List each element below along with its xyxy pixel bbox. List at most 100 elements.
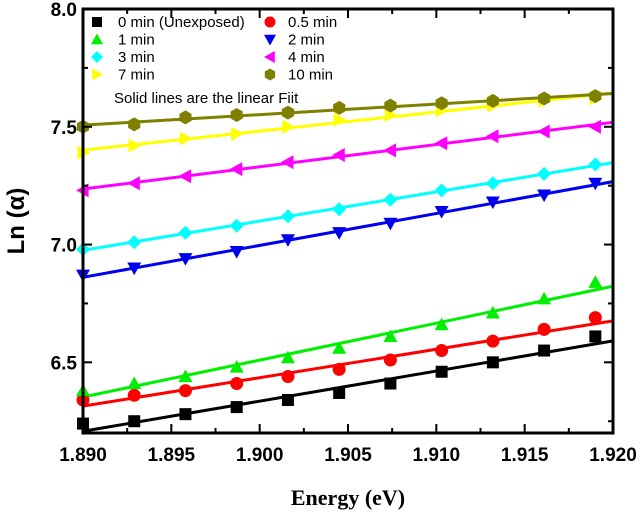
x-tick-label: 1.900 (236, 445, 284, 466)
data-point (435, 365, 448, 378)
data-point (127, 235, 142, 250)
fit-line (82, 339, 614, 433)
legend: 0 min (Unexposed) 0.5 min 1 min 2 min 3 min 4… (91, 14, 337, 84)
data-point (179, 131, 193, 146)
data-point (537, 124, 550, 139)
data-point (537, 166, 552, 181)
data-point (128, 415, 141, 428)
data-point (281, 394, 294, 407)
data-point (383, 217, 398, 231)
data-point (588, 157, 603, 172)
data-point (588, 275, 603, 288)
data-point (589, 89, 602, 104)
data-point (230, 377, 244, 391)
legend-marker (91, 33, 103, 45)
data-point (332, 148, 345, 163)
x-tick-label: 1.895 (148, 445, 196, 466)
legend-label: 7 min (118, 67, 155, 84)
data-point (434, 136, 448, 151)
data-point (280, 234, 295, 247)
data-points (76, 89, 603, 430)
data-point (282, 119, 295, 134)
x-tick-label: 1.915 (501, 445, 549, 466)
data-point (333, 386, 346, 399)
data-point (588, 119, 601, 134)
legend-marker (264, 68, 276, 81)
x-tick-label: 1.910 (413, 445, 461, 466)
data-point (434, 317, 449, 331)
data-point (229, 218, 244, 233)
data-point (434, 183, 449, 198)
data-point (333, 100, 346, 115)
data-point (537, 322, 551, 336)
data-point (435, 96, 448, 111)
axis-ticks: 1.890 1.895 1.900 1.905 1.910 1.915 1.920 6.5 7.… (51, 0, 637, 466)
legend-note: Solid lines are the linear Fiit (114, 90, 299, 107)
x-tick-label: 1.905 (324, 445, 372, 466)
data-point (127, 262, 142, 276)
fit-line (82, 120, 614, 191)
data-point (384, 98, 397, 113)
fit-line (82, 319, 614, 408)
data-point (229, 360, 244, 373)
data-point (383, 353, 397, 367)
data-point (588, 177, 603, 191)
y-axis-label: Ln (α) (3, 188, 30, 255)
fit-line (82, 284, 614, 399)
data-point (434, 205, 449, 219)
x-tick-label: 1.890 (59, 445, 107, 466)
data-point (333, 112, 347, 127)
y-tick-label: 7.5 (51, 118, 78, 139)
data-point (281, 369, 295, 383)
fit-line (82, 161, 614, 252)
data-point (178, 384, 192, 398)
legend-label: 10 min (288, 67, 333, 84)
data-point (383, 329, 398, 343)
data-point (128, 117, 141, 132)
legend-marker (264, 34, 276, 46)
data-point (537, 189, 552, 203)
data-point (435, 344, 449, 358)
legend-marker (264, 51, 275, 63)
data-point (485, 196, 500, 210)
y-tick-label: 6.5 (51, 353, 78, 374)
data-point (384, 108, 398, 122)
data-point (486, 356, 499, 369)
data-point (332, 227, 347, 240)
data-point (230, 108, 243, 122)
fit-line (82, 180, 614, 279)
data-point (486, 93, 499, 108)
data-point (588, 311, 602, 325)
legend-marker (264, 16, 276, 28)
y-tick-label: 7.0 (51, 236, 77, 257)
data-point (229, 246, 244, 259)
legend-marker (92, 17, 102, 27)
legend-label: 3 min (118, 49, 155, 66)
data-point (127, 176, 140, 191)
data-point (178, 169, 192, 184)
data-point (280, 209, 295, 224)
data-point (230, 401, 243, 414)
fit-lines (82, 91, 614, 433)
legend-label: 4 min (288, 49, 325, 66)
data-point (538, 91, 551, 106)
y-tick-label: 8.0 (51, 0, 77, 21)
data-point (485, 305, 500, 319)
data-point (229, 162, 243, 177)
data-point (231, 126, 244, 141)
data-point (332, 202, 347, 217)
data-point (128, 138, 142, 153)
data-point (281, 105, 294, 120)
data-point (280, 155, 294, 170)
legend-marker (92, 68, 103, 81)
data-point (537, 291, 552, 305)
data-point (332, 341, 347, 354)
data-point (179, 408, 192, 421)
data-point (383, 192, 398, 207)
data-point (486, 334, 500, 348)
fit-line (82, 91, 614, 152)
data-point (485, 129, 499, 144)
x-axis-label: Energy (eV) (291, 485, 405, 510)
data-point (178, 369, 193, 383)
